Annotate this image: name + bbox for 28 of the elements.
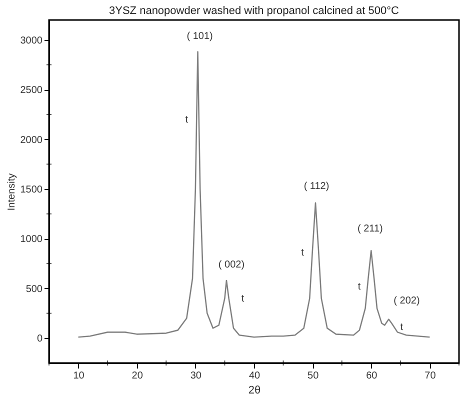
annotation: t bbox=[241, 293, 244, 304]
chart-title: 3YSZ nanopowder washed with propanol calcined at 500°C bbox=[109, 5, 400, 17]
y-axis-title: Intensity bbox=[6, 173, 18, 211]
x-tick-label: 60 bbox=[366, 370, 378, 382]
y-tick-label: 2500 bbox=[20, 85, 43, 96]
annotation: t bbox=[400, 322, 404, 334]
y-tick-label: 1500 bbox=[20, 184, 43, 196]
y-tick-label: 0 bbox=[36, 334, 43, 345]
annotation: t bbox=[301, 248, 304, 259]
x-tick-label: 20 bbox=[132, 370, 144, 382]
x-tick-label: 30 bbox=[190, 370, 202, 382]
x-tick-label: 40 bbox=[248, 370, 260, 382]
annotation: ( 101) bbox=[186, 30, 213, 42]
annotation: t bbox=[185, 114, 188, 126]
annotation: ( 202) bbox=[394, 295, 420, 306]
annotation: t bbox=[358, 281, 361, 292]
x-tick-label: 50 bbox=[308, 370, 320, 382]
y-tick-label: 2000 bbox=[20, 134, 43, 146]
y-tick-label: 1000 bbox=[20, 234, 43, 246]
x-axis-title: 2θ bbox=[248, 384, 261, 396]
annotation: ( 112) bbox=[304, 180, 330, 192]
x-tick-label: 10 bbox=[73, 370, 85, 382]
annotation: ( 211) bbox=[357, 224, 383, 235]
line-series bbox=[78, 51, 430, 338]
y-tick-label: 500 bbox=[26, 284, 43, 295]
x-tick-label: 70 bbox=[424, 370, 436, 382]
annotation: ( 002) bbox=[218, 259, 245, 270]
y-tick-label: 3000 bbox=[20, 35, 43, 46]
